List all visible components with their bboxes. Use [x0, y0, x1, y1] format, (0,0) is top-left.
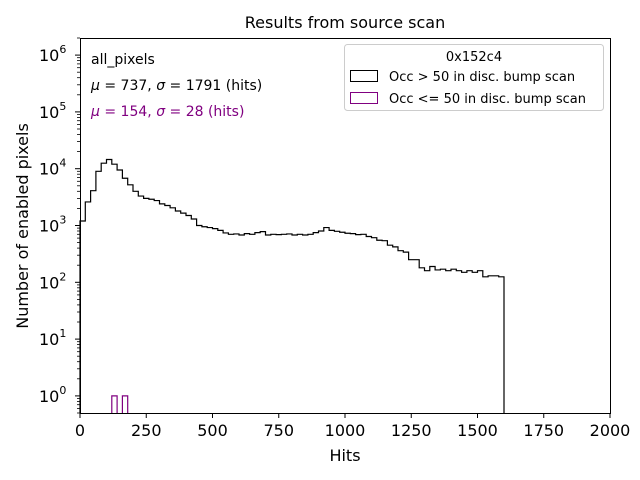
x-axis-label: Hits	[329, 446, 360, 465]
y-tick-label: 100	[39, 384, 66, 406]
legend-swatch-high-occupancy	[350, 70, 378, 82]
x-axis: 0 250 500 750 1000 1250 1500 1750 2000	[75, 413, 630, 440]
plot-series	[79, 158, 505, 413]
x-tick-label: 1250	[391, 421, 432, 440]
x-tick-label: 750	[263, 421, 294, 440]
y-axis-label: Number of enabled pixels	[13, 123, 32, 329]
y-tick-label: 102	[39, 270, 66, 292]
chart-title: Results from source scan	[245, 13, 445, 32]
legend-label-low-occupancy: Occ <= 50 in disc. bump scan	[389, 92, 586, 107]
y-tick-label: 106	[39, 43, 66, 65]
y-tick-label: 104	[39, 157, 66, 179]
annotation-stats-low-occupancy: μ = 154, σ = 28 (hits)	[90, 104, 244, 120]
x-tick-label: 2000	[590, 421, 631, 440]
legend-box	[344, 44, 604, 111]
series-low-occupancy-bar-1	[121, 395, 129, 413]
annotation-stats-all: μ = 737, σ = 1791 (hits)	[90, 78, 262, 94]
series-low-occupancy-bar-0	[111, 395, 118, 413]
legend-swatch-low-occupancy	[350, 92, 378, 104]
y-tick-label: 103	[39, 214, 66, 236]
legend-label-high-occupancy: Occ > 50 in disc. bump scan	[389, 70, 575, 85]
plot-frame	[80, 38, 611, 414]
x-tick-label: 1000	[325, 421, 366, 440]
x-tick-label: 1500	[457, 421, 498, 440]
legend-title: 0x152c4	[446, 50, 502, 65]
y-tick-label: 105	[39, 100, 66, 122]
annotation-name: all_pixels	[91, 52, 155, 68]
y-axis: 100 101 102 103 104 105 106	[39, 37, 80, 414]
y-tick-label: 101	[39, 327, 66, 349]
x-tick-label: 250	[131, 421, 162, 440]
series-high-occupancy-line	[79, 158, 505, 413]
x-tick-label: 0	[75, 421, 85, 440]
x-tick-label: 1750	[523, 421, 564, 440]
x-tick-label: 500	[197, 421, 228, 440]
legend: 0x152c4 Occ > 50 in disc. bump scan Occ …	[344, 44, 604, 111]
